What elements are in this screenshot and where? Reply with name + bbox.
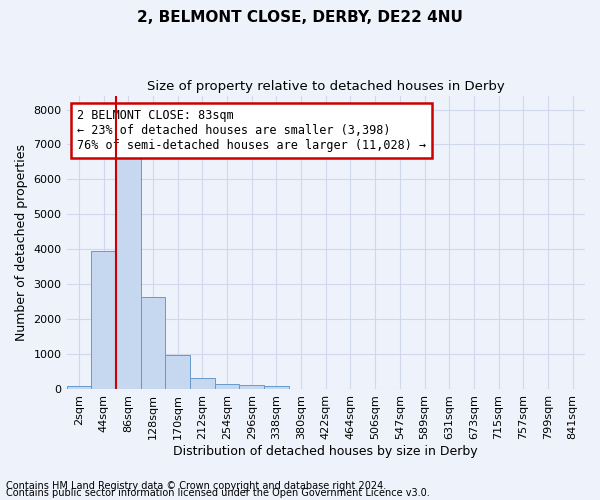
Bar bbox=[67, 386, 91, 389]
Bar bbox=[116, 158, 140, 389]
Bar bbox=[215, 384, 239, 389]
Title: Size of property relative to detached houses in Derby: Size of property relative to detached ho… bbox=[147, 80, 505, 93]
Y-axis label: Number of detached properties: Number of detached properties bbox=[15, 144, 28, 341]
Bar bbox=[165, 356, 190, 389]
Text: Contains public sector information licensed under the Open Government Licence v3: Contains public sector information licen… bbox=[6, 488, 430, 498]
Text: 2, BELMONT CLOSE, DERBY, DE22 4NU: 2, BELMONT CLOSE, DERBY, DE22 4NU bbox=[137, 10, 463, 25]
Bar bbox=[190, 378, 215, 389]
Text: 2 BELMONT CLOSE: 83sqm
← 23% of detached houses are smaller (3,398)
76% of semi-: 2 BELMONT CLOSE: 83sqm ← 23% of detached… bbox=[77, 109, 426, 152]
Bar bbox=[239, 386, 264, 389]
Bar bbox=[140, 298, 165, 389]
X-axis label: Distribution of detached houses by size in Derby: Distribution of detached houses by size … bbox=[173, 444, 478, 458]
Bar bbox=[264, 386, 289, 389]
Text: Contains HM Land Registry data © Crown copyright and database right 2024.: Contains HM Land Registry data © Crown c… bbox=[6, 481, 386, 491]
Bar bbox=[91, 250, 116, 389]
